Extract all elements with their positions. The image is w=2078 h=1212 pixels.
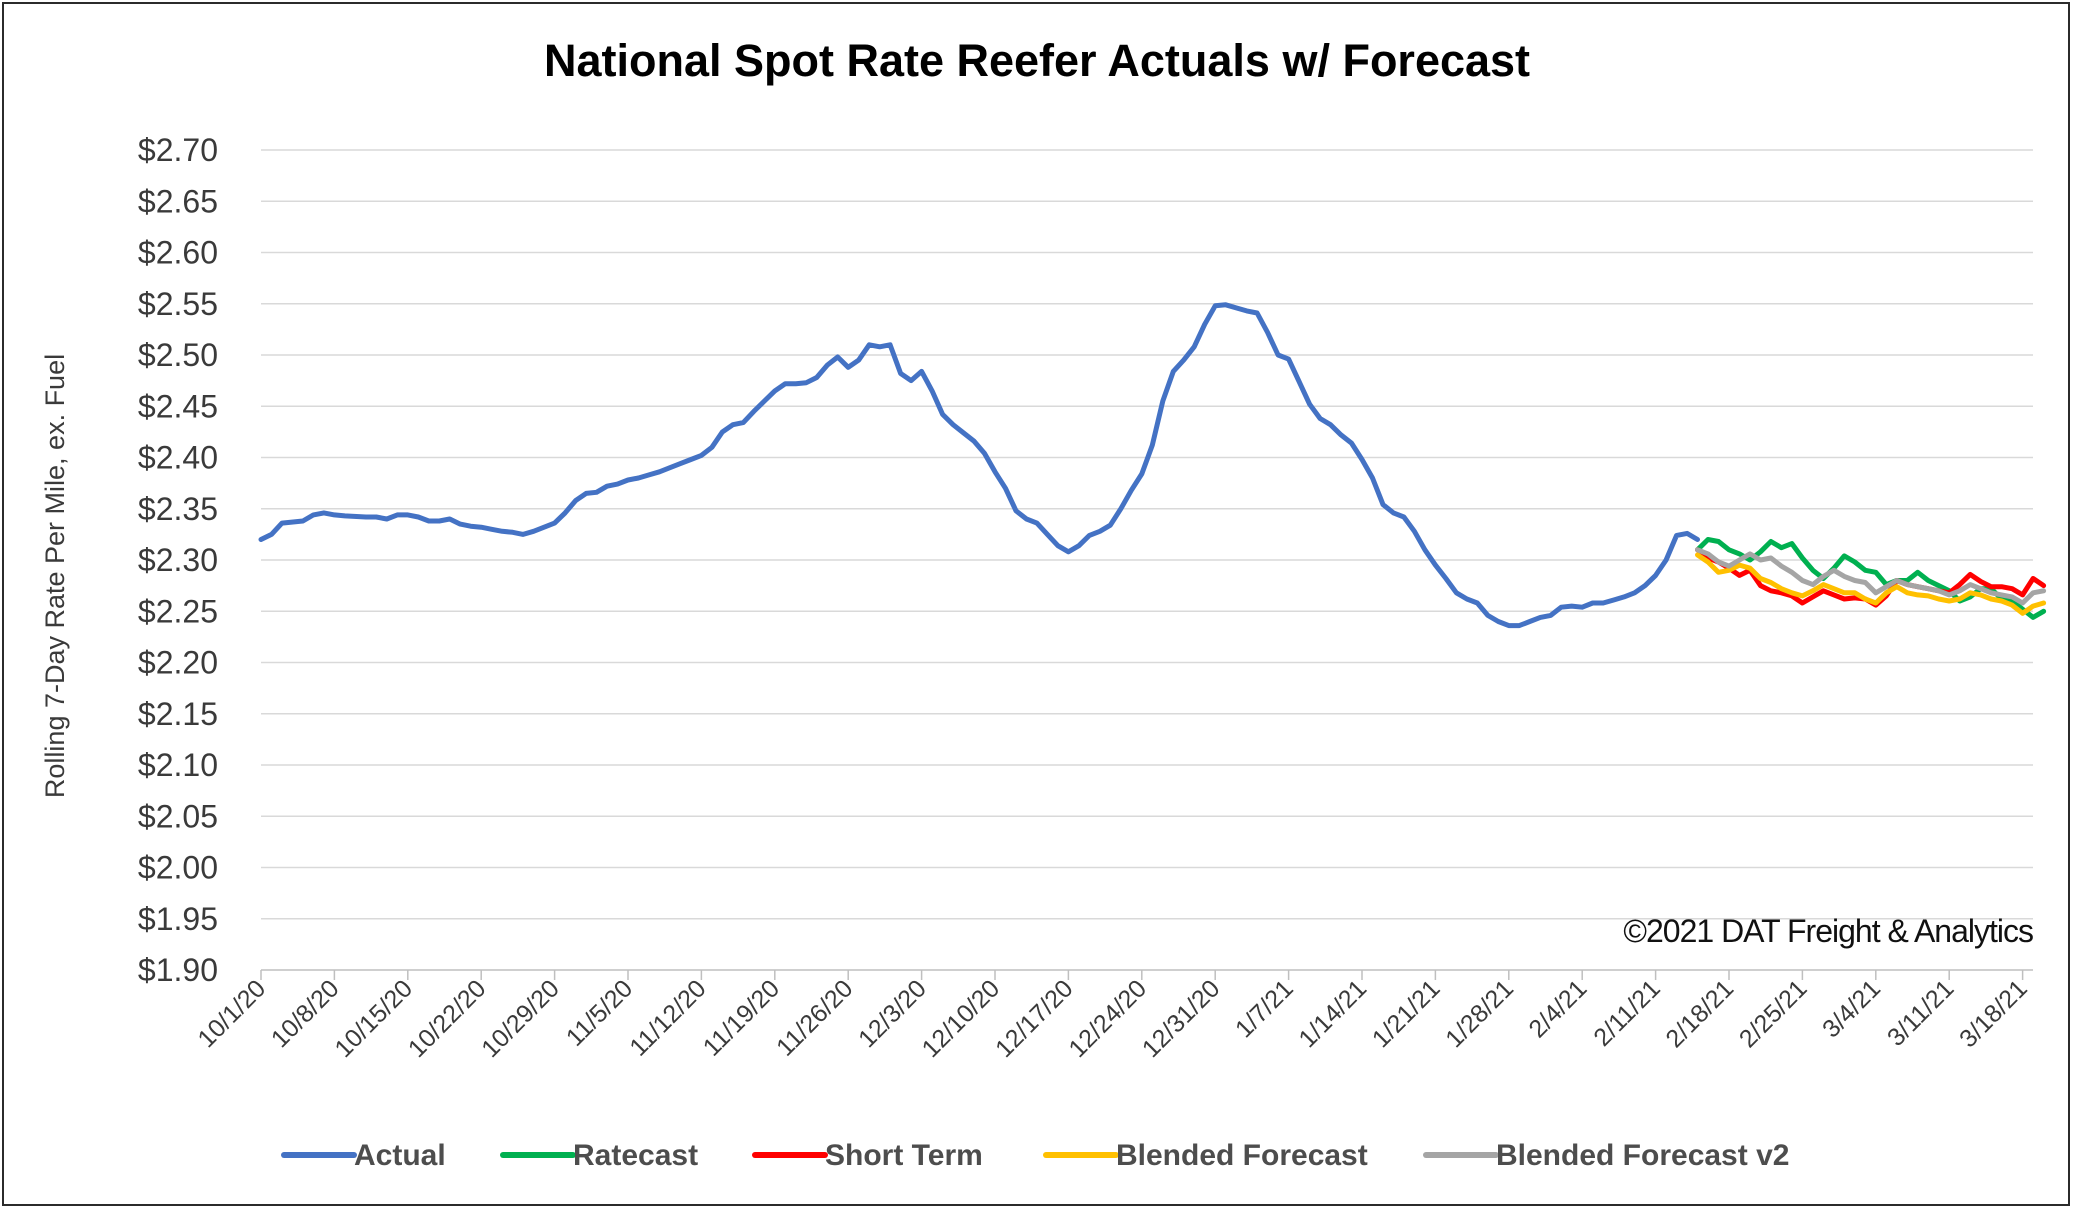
- y-tick-label: $2.00: [138, 850, 218, 886]
- legend-label-ratecast: Ratecast: [573, 1139, 698, 1172]
- x-tick-label: 2/25/21: [1734, 974, 1813, 1053]
- x-tick-label: 3/18/21: [1954, 974, 2033, 1053]
- series-line-ratecast: [1695, 537, 2047, 620]
- x-tick-labels: 10/1/2010/8/2010/15/2010/22/2010/29/2011…: [192, 970, 2033, 1063]
- y-tick-label: $2.45: [138, 388, 218, 424]
- x-tick-label: 10/29/20: [476, 974, 565, 1063]
- y-tick-label: $2.30: [138, 542, 218, 578]
- x-tick-label: 11/26/20: [771, 974, 858, 1061]
- y-tick-label: $2.60: [138, 235, 218, 271]
- series-line-actual: [258, 302, 1700, 629]
- y-tick-label: $2.65: [138, 183, 218, 219]
- y-tick-label: $2.50: [138, 337, 218, 373]
- x-tick-label: 12/31/20: [1137, 974, 1226, 1063]
- x-tick-label: 10/15/20: [329, 974, 418, 1063]
- y-tick-label: $2.55: [138, 286, 218, 322]
- x-tick-label: 3/11/21: [1882, 974, 1959, 1051]
- y-tick-label: $2.70: [138, 132, 218, 168]
- copyright-annotation: ©2021 DAT Freight & Analytics: [1623, 913, 2033, 949]
- series-line-blended-forecast-v2: [1695, 547, 2047, 606]
- x-tick-label: 10/22/20: [403, 974, 492, 1063]
- x-tick-label: 1/21/21: [1367, 974, 1446, 1053]
- legend: Actual Ratecast Short Term Blended Forecast…: [281, 1139, 1789, 1172]
- x-tick-label: 3/4/21: [1817, 974, 1886, 1043]
- legend-label-short-term: Short Term: [825, 1139, 983, 1172]
- x-tick-label: 11/19/20: [698, 974, 785, 1061]
- y-tick-label: $1.90: [138, 952, 218, 988]
- series-line-blended-forecast: [1695, 552, 2047, 616]
- y-tick-label: $2.35: [138, 491, 218, 527]
- legend-label-blended-forecast-v2: Blended Forecast v2: [1496, 1139, 1789, 1172]
- gridlines: [261, 149, 2033, 971]
- x-tick-label: 1/14/21: [1293, 974, 1372, 1053]
- y-tick-labels: $2.70 $2.65 $2.60 $2.55 $2.50 $2.45 $2.40 $2.35…: [138, 132, 218, 988]
- chart-title: National Spot Rate Reefer Actuals w/ For…: [544, 35, 1530, 86]
- x-tick-label: 12/24/20: [1063, 974, 1152, 1063]
- x-tick-label: 1/7/21: [1230, 974, 1299, 1043]
- y-axis-label: Rolling 7-Day Rate Per Mile, ex. Fuel: [40, 354, 70, 798]
- x-tick-label: 11/12/20: [624, 974, 711, 1061]
- x-tick-label: 12/17/20: [990, 974, 1079, 1063]
- y-tick-label: $2.25: [138, 593, 218, 629]
- y-tick-label: $2.40: [138, 440, 218, 476]
- x-tick-label: 12/10/20: [917, 974, 1006, 1063]
- x-tick-label: 2/11/21: [1588, 974, 1665, 1051]
- y-tick-label: $2.05: [138, 798, 218, 834]
- y-tick-label: $2.15: [138, 696, 218, 732]
- x-tick-label: 1/28/21: [1440, 974, 1519, 1053]
- x-tick-label: 2/18/21: [1660, 974, 1739, 1053]
- series-lines: [258, 302, 2047, 629]
- y-tick-label: $2.10: [138, 747, 218, 783]
- x-tick-label: 2/4/21: [1523, 974, 1592, 1043]
- y-tick-label: $1.95: [138, 901, 218, 937]
- y-tick-label: $2.20: [138, 645, 218, 681]
- legend-label-actual: Actual: [354, 1139, 446, 1172]
- legend-label-blended-forecast: Blended Forecast: [1116, 1139, 1368, 1172]
